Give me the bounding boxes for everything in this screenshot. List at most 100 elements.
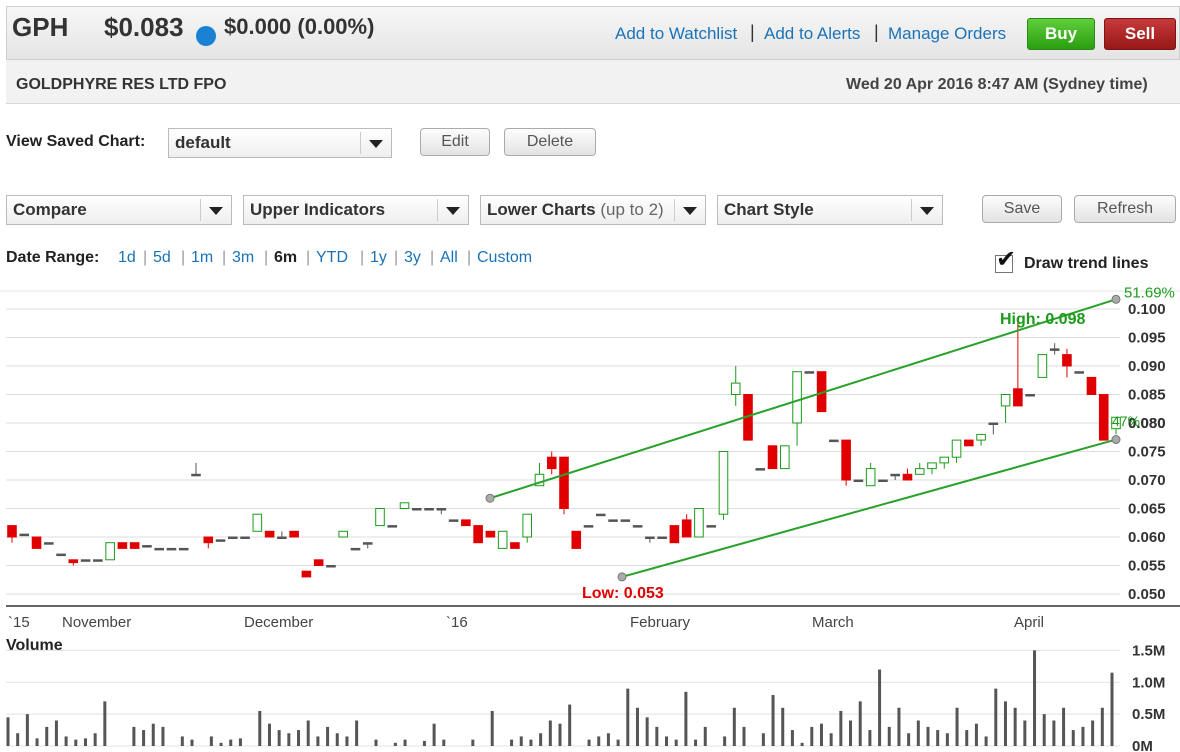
volume-bar: [965, 730, 969, 746]
saved-chart-label: View Saved Chart:: [6, 133, 146, 150]
candle-body: [448, 519, 459, 522]
y-tick-label: 0.065: [1128, 501, 1166, 518]
volume-y-ticks: 1.5M 1.0M 0.5M 0M: [1132, 642, 1165, 752]
candle: [129, 542, 140, 549]
candle: [93, 559, 103, 562]
candle: [939, 456, 950, 469]
volume-bar: [190, 739, 194, 746]
candle: [829, 439, 839, 443]
refresh-button[interactable]: Refresh: [1074, 195, 1176, 223]
candle-body: [927, 462, 937, 470]
candle-body: [178, 547, 189, 551]
candle-body: [105, 542, 115, 561]
volume-bar: [490, 710, 494, 746]
upper-indicators-select[interactable]: Upper Indicators: [243, 195, 469, 225]
volume-bar: [907, 733, 911, 746]
volume-bar: [64, 736, 68, 746]
edit-button[interactable]: Edit: [420, 128, 490, 156]
volume-bar: [878, 669, 882, 746]
price-chart[interactable]: 0.100 0.095 0.090 0.085 0.080 0.075 0.070 0.065…: [0, 280, 1180, 630]
candle: [338, 530, 348, 538]
save-button[interactable]: Save: [982, 195, 1062, 223]
manage-orders-link[interactable]: Manage Orders: [888, 24, 1007, 43]
compare-select[interactable]: Compare: [6, 195, 232, 225]
date-range-6m[interactable]: 6m: [274, 249, 298, 266]
y-tick-label: 0.055: [1128, 558, 1166, 575]
chevron-down-icon: [683, 207, 697, 215]
volume-bar: [93, 733, 97, 746]
date-range-ytd[interactable]: YTD: [316, 249, 348, 266]
candle: [252, 513, 263, 532]
candle: [203, 536, 214, 549]
volume-bar: [6, 717, 10, 746]
volume-bar: [35, 738, 39, 746]
saved-chart-value: default: [175, 133, 231, 152]
volume-bar: [287, 733, 291, 746]
candle: [7, 525, 17, 543]
volume-bar: [83, 738, 87, 746]
volume-bar: [626, 688, 630, 746]
upper-trend-percent: 51.69%: [1124, 284, 1175, 301]
trend-lines: [485, 294, 1121, 582]
candle: [19, 533, 30, 537]
volume-bar: [103, 701, 107, 746]
volume-bar: [151, 723, 155, 746]
range-separator: |: [306, 249, 311, 266]
upper-indicators-label: Upper Indicators: [250, 200, 386, 219]
candle: [914, 462, 925, 475]
volume-bar: [393, 742, 397, 746]
lower-charts-select[interactable]: Lower Charts (up to 2): [480, 195, 706, 225]
candle: [792, 371, 802, 446]
candle: [645, 536, 655, 543]
candle: [730, 366, 741, 406]
candle: [988, 422, 999, 435]
candle-body: [755, 468, 766, 471]
volume-bar: [519, 736, 523, 746]
saved-chart-select[interactable]: default: [168, 128, 392, 158]
volume-bar: [645, 717, 649, 746]
candle: [277, 531, 287, 539]
candle: [80, 559, 91, 562]
candle-body: [326, 565, 336, 568]
date-range-custom[interactable]: Custom: [477, 249, 533, 266]
volume-y-tick: 1.5M: [1132, 642, 1165, 659]
candle-body: [853, 479, 864, 482]
candle: [865, 462, 876, 487]
date-range-3m[interactable]: 3m: [232, 249, 255, 266]
date-range-5d[interactable]: 5d: [153, 249, 171, 266]
chart-style-select[interactable]: Chart Style: [717, 195, 943, 225]
buy-button[interactable]: Buy: [1027, 18, 1095, 50]
add-to-watchlist-link[interactable]: Add to Watchlist: [615, 24, 738, 43]
candle-body: [473, 525, 483, 544]
delete-button[interactable]: Delete: [504, 128, 596, 156]
date-range-1m[interactable]: 1m: [191, 249, 214, 266]
date-range-1d[interactable]: 1d: [118, 249, 136, 266]
volume-bar: [510, 739, 514, 746]
candle: [1049, 343, 1060, 355]
volume-bar: [926, 726, 930, 746]
volume-bar: [945, 733, 949, 746]
trend-handle: [1111, 435, 1121, 445]
draw-trend-lines-checkbox[interactable]: [995, 255, 1013, 273]
volume-bar: [606, 733, 610, 746]
volume-bar: [180, 736, 184, 746]
candle: [1037, 354, 1048, 378]
volume-chart[interactable]: 1.5M 1.0M 0.5M 0M: [0, 640, 1180, 752]
candlestick-series: [7, 320, 1121, 578]
candle: [559, 456, 569, 515]
volume-bar: [839, 710, 843, 746]
date-range-3y[interactable]: 3y: [404, 249, 421, 266]
date-range-all[interactable]: All: [440, 249, 458, 266]
volume-bar: [267, 723, 271, 746]
add-to-alerts-link[interactable]: Add to Alerts: [764, 24, 861, 43]
compare-label: Compare: [13, 200, 87, 219]
y-tick-label: 0.085: [1128, 387, 1166, 404]
candle-body: [313, 559, 324, 566]
candle-body: [841, 439, 851, 481]
y-tick-label: 0.060: [1128, 529, 1166, 546]
volume-bar: [887, 726, 891, 746]
range-separator: |: [467, 249, 472, 266]
sell-button[interactable]: Sell: [1104, 18, 1176, 50]
date-range-1y[interactable]: 1y: [370, 249, 387, 266]
candle-body: [878, 479, 888, 482]
